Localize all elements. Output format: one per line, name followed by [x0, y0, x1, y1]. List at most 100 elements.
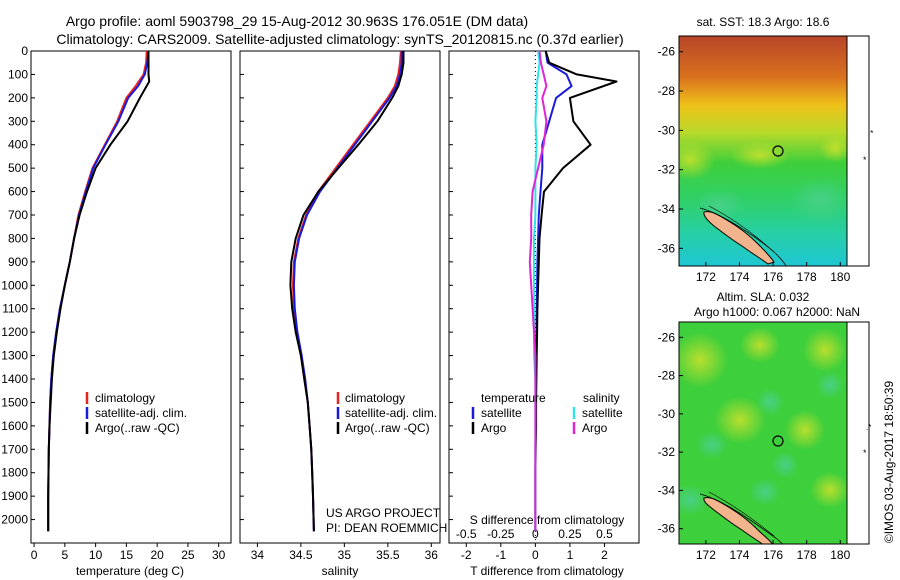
x-tick-label: 36	[425, 548, 439, 562]
float-location-marker	[772, 145, 784, 157]
depth-tick-label: 1200	[1, 325, 28, 339]
depth-tick-label: 1300	[1, 349, 28, 363]
temperature-series	[47, 50, 151, 532]
lat-tick-label: -26	[658, 330, 676, 344]
difference-xlabel-top: S difference from climatology	[470, 513, 625, 527]
difference-series	[528, 50, 618, 532]
legend-label-s-satellite: satellite	[582, 406, 623, 420]
salinity-series	[289, 50, 405, 532]
x-tick-label: 10	[89, 548, 103, 562]
depth-tick-label: 1500	[1, 395, 28, 409]
project-credit: US ARGO PROJECT	[326, 506, 441, 520]
depth-tick-label: 1000	[1, 278, 28, 292]
x-tick-label: 0	[31, 548, 38, 562]
lat-tick-label: -30	[658, 123, 676, 137]
x-tick-label: -1	[495, 548, 506, 562]
lon-tick-label: 176	[763, 548, 783, 562]
lat-tick-label: -28	[658, 84, 676, 98]
s-tick-label: -0.25	[487, 527, 515, 541]
sla-map-title-line2: Argo h1000: 0.067 h2000: NaN	[694, 305, 860, 319]
legend-label-argo: Argo(..raw -QC)	[345, 421, 430, 435]
x-tick-label: 25	[181, 548, 195, 562]
lat-tick-label: -28	[658, 369, 676, 383]
depth-tick-label: 200	[8, 91, 28, 105]
salinity-xlabel: salinity	[322, 564, 359, 578]
s-tick-label: 0	[532, 527, 539, 541]
legend-label-s-argo: Argo	[582, 421, 608, 435]
sst-map-image	[679, 36, 847, 266]
salinity-panel	[239, 50, 441, 544]
depth-tick-label: 1600	[1, 419, 28, 433]
depth-tick-label: 500	[8, 161, 28, 175]
legend-label-satellite: satellite-adj. clim.	[95, 406, 187, 420]
legend-label-argo: Argo(..raw -QC)	[95, 421, 180, 435]
lon-tick-label: 172	[696, 548, 716, 562]
legend-title-temperature: temperature	[481, 391, 546, 405]
depth-tick-label: 700	[8, 208, 28, 222]
sst-map-title: sat. SST: 18.3 Argo: 18.6	[697, 15, 830, 29]
lat-tick-label: -34	[658, 202, 676, 216]
difference-legend: temperature satellite Argo salinity sate…	[471, 391, 623, 435]
depth-tick-label: 2000	[1, 513, 28, 527]
depth-tick-label: 100	[8, 67, 28, 81]
temperature-x-axis: 0 5 10 15 20 25 30	[31, 543, 226, 562]
lon-tick-label: 180	[830, 270, 850, 284]
difference-x-axis: -2 -1 0 1 2 -0.5 -0.25 0 0.25 0.5	[456, 527, 613, 562]
imos-timestamp: ©IMOS 03-Aug-2017 18:50:39	[882, 381, 896, 544]
x-tick-label: 0	[532, 548, 539, 562]
x-tick-label: 1	[567, 548, 574, 562]
lat-tick-label: -36	[658, 522, 676, 536]
lon-tick-label: 178	[797, 548, 817, 562]
depth-tick-label: 1100	[2, 302, 28, 316]
lat-tick-label: -30	[658, 407, 676, 421]
difference-panel	[448, 50, 640, 544]
s-tick-label: 0.5	[596, 527, 613, 541]
x-tick-label: 15	[120, 548, 134, 562]
legend-label-satellite: satellite-adj. clim.	[345, 406, 437, 420]
x-tick-label: 35	[338, 548, 352, 562]
sst-map-side-panel	[846, 35, 870, 267]
depth-tick-label: 1400	[1, 372, 28, 386]
depth-tick-label: 1800	[1, 466, 28, 480]
island-marker: *	[863, 448, 867, 458]
sla-map-axes: 172 174 176 178 180 -26 -28 -30 -32 -34 -36	[658, 330, 851, 562]
x-tick-label: 20	[150, 548, 164, 562]
sla-map-title-line1: Altim. SLA: 0.032	[717, 290, 810, 304]
legend-label-t-argo: Argo	[481, 421, 507, 435]
sst-map-axes: 172 174 176 178 180 -26 -28 -30 -32 -34 -36	[658, 45, 851, 284]
salinity-x-axis: 34 34.5 35 35.5 36	[251, 543, 439, 562]
x-tick-label: 34.5	[289, 548, 313, 562]
legend-label-climatology: climatology	[95, 391, 155, 405]
s-tick-label: 0.25	[558, 527, 582, 541]
salinity-legend: climatology satellite-adj. clim. Argo(..…	[336, 391, 437, 435]
lat-tick-label: -36	[658, 241, 676, 255]
x-tick-label: 2	[601, 548, 608, 562]
lon-tick-label: 180	[830, 548, 850, 562]
x-tick-label: 30	[212, 548, 226, 562]
sla-map-side-panel	[846, 321, 870, 545]
temperature-legend: climatology satellite-adj. clim. Argo(..…	[85, 391, 187, 435]
island-marker: .*	[868, 129, 873, 138]
temperature-xlabel: temperature (deg C)	[76, 564, 184, 578]
lon-tick-label: 174	[729, 548, 749, 562]
lat-tick-label: -26	[658, 45, 676, 59]
lat-tick-label: -34	[658, 483, 676, 497]
island-marker: .*	[866, 423, 871, 432]
depth-tick-label: 600	[8, 185, 28, 199]
pi-credit: PI: DEAN ROEMMICH	[326, 521, 447, 535]
depth-tick-label: 1900	[1, 489, 28, 503]
series-line-argo-raw-qc-	[289, 51, 405, 532]
lon-tick-label: 178	[797, 270, 817, 284]
x-tick-label: 34	[251, 548, 265, 562]
depth-axis: 0 100 200 300 400 500 600 700 800 900 1000 1100 1200…	[1, 44, 453, 527]
lon-tick-label: 172	[696, 270, 716, 284]
legend-label-climatology: climatology	[345, 391, 405, 405]
depth-tick-label: 800	[8, 231, 28, 245]
depth-tick-label: 0	[21, 44, 28, 58]
temperature-panel	[30, 50, 232, 544]
series-line-salinity-argo	[528, 50, 548, 532]
float-location-marker	[772, 435, 784, 447]
sla-map-image	[679, 322, 847, 544]
depth-tick-label: 1700	[1, 442, 28, 456]
